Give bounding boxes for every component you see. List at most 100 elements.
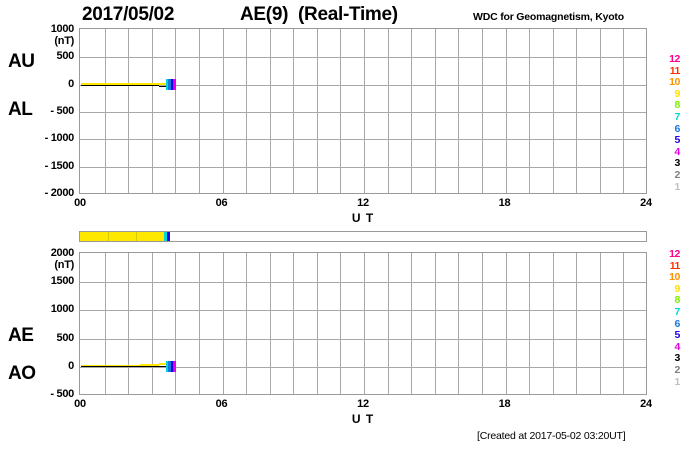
gridline-vertical bbox=[199, 29, 200, 193]
gridline-vertical bbox=[223, 29, 224, 193]
gridline-vertical bbox=[270, 253, 271, 394]
y-axis-tick-label: 500 bbox=[56, 50, 75, 63]
gridline-vertical bbox=[364, 29, 365, 193]
gridline-horizontal bbox=[80, 310, 646, 311]
legend-entry-10: 10 bbox=[669, 271, 680, 284]
coverage-segment bbox=[163, 232, 168, 241]
plot-area-ae-ao bbox=[79, 252, 647, 395]
gridline-vertical bbox=[482, 29, 483, 193]
data-trace-al bbox=[116, 84, 129, 86]
data-trace-al bbox=[158, 85, 166, 87]
gridline-vertical bbox=[105, 253, 106, 394]
legend-entry-10: 10 bbox=[669, 76, 680, 89]
data-trace-ao bbox=[81, 366, 93, 368]
legend-entry-5: 5 bbox=[674, 134, 681, 147]
gridline-horizontal bbox=[80, 139, 646, 140]
y-axis-ticks-top: 1000 (nT) 500 0 - 500 - 1000 - 1500 - 2000 bbox=[14, 23, 75, 199]
x-axis-tick-label: 12 bbox=[357, 197, 369, 209]
gridline-horizontal bbox=[80, 85, 646, 86]
y-axis-tick-label: 0 bbox=[68, 77, 74, 90]
data-trace-ae bbox=[128, 364, 140, 367]
data-trace-au bbox=[92, 83, 105, 86]
data-trace-ae bbox=[104, 364, 117, 367]
data-trace-ao bbox=[116, 366, 129, 368]
y-axis-tick-label: 1500 bbox=[50, 275, 75, 288]
data-end-marker bbox=[172, 78, 176, 90]
gridline-vertical bbox=[529, 29, 530, 193]
data-trace-al bbox=[92, 84, 105, 86]
data-trace-ao bbox=[151, 366, 159, 368]
created-timestamp: [Created at 2017-05-02 03:20UT] bbox=[477, 430, 626, 442]
legend-entry-12: 12 bbox=[669, 248, 680, 260]
x-axis-title: U T bbox=[351, 412, 375, 426]
series-label-al: AL bbox=[8, 99, 33, 120]
data-trace-ae bbox=[116, 364, 129, 367]
gridline-vertical bbox=[246, 253, 247, 394]
legend-entry-3: 3 bbox=[674, 157, 681, 170]
data-trace-au bbox=[104, 83, 117, 86]
legend-entry-11: 11 bbox=[669, 259, 681, 272]
gridline-vertical bbox=[623, 253, 624, 394]
legend-entry-11: 11 bbox=[669, 64, 681, 77]
data-end-marker bbox=[170, 78, 174, 90]
page-title-index: AE(9) bbox=[240, 4, 289, 25]
gridline-vertical bbox=[340, 29, 341, 193]
gridline-vertical bbox=[435, 29, 436, 193]
data-end-marker bbox=[172, 360, 176, 372]
data-trace-au bbox=[116, 83, 129, 86]
gridline-vertical bbox=[293, 253, 294, 394]
series-label-au: AU bbox=[8, 51, 35, 72]
legend-entry-2: 2 bbox=[674, 168, 681, 181]
gridline-vertical bbox=[458, 253, 459, 394]
gridline-horizontal bbox=[80, 167, 646, 168]
data-trace-ae bbox=[158, 363, 166, 366]
x-axis-title: U T bbox=[351, 211, 375, 225]
gridline-vertical bbox=[317, 29, 318, 193]
data-end-marker bbox=[168, 360, 172, 372]
y-axis-unit-label: (nT) bbox=[54, 259, 74, 271]
x-axis-tick-label: 00 bbox=[74, 398, 86, 410]
legend-entry-6: 6 bbox=[674, 317, 681, 330]
gridline-vertical bbox=[458, 29, 459, 193]
y-axis-tick-label: 2000 bbox=[50, 247, 75, 259]
page-title-mode: (Real-Time) bbox=[298, 4, 398, 25]
legend-entry-7: 7 bbox=[674, 110, 681, 123]
gridline-vertical bbox=[317, 253, 318, 394]
gridline-vertical bbox=[600, 29, 601, 193]
y-axis-tick-label: - 2000 bbox=[44, 187, 75, 199]
gridline-horizontal bbox=[80, 282, 646, 283]
legend-entry-3: 3 bbox=[674, 352, 681, 365]
legend-entry-9: 9 bbox=[674, 87, 681, 100]
gridline-vertical bbox=[506, 253, 507, 394]
y-axis-ticks-bottom: 2000 (nT) 1500 1000 500 0 - 500 bbox=[14, 247, 75, 400]
gridline-vertical bbox=[623, 29, 624, 193]
x-axis-tick-label: 12 bbox=[357, 398, 369, 410]
legend-entry-1: 1 bbox=[674, 180, 681, 193]
data-trace-al bbox=[139, 85, 152, 87]
legend-entry-4: 4 bbox=[674, 340, 681, 353]
data-trace-ae bbox=[92, 364, 105, 367]
y-axis-tick-label: 0 bbox=[68, 359, 74, 372]
gridline-vertical bbox=[388, 253, 389, 394]
legend-entry-9: 9 bbox=[674, 282, 681, 295]
x-axis-tick-label: 00 bbox=[74, 197, 86, 209]
gridline-vertical bbox=[270, 29, 271, 193]
y-axis-tick-label: 1000 bbox=[50, 23, 75, 35]
data-trace-au bbox=[158, 82, 166, 85]
data-end-marker bbox=[166, 360, 170, 372]
data-end-marker bbox=[166, 78, 170, 90]
station-count-legend-top: 12 11 10 9 8 7 6 5 4 3 2 1 bbox=[658, 53, 681, 193]
x-axis-tick-label: 18 bbox=[498, 197, 511, 209]
coverage-segment bbox=[169, 232, 646, 241]
x-axis-tick-label: 06 bbox=[215, 398, 228, 410]
legend-entry-6: 6 bbox=[674, 122, 681, 135]
gridline-vertical bbox=[175, 253, 176, 394]
gridline-vertical bbox=[199, 253, 200, 394]
data-coverage-bar bbox=[79, 231, 647, 242]
gridline-vertical bbox=[175, 29, 176, 193]
data-trace-au bbox=[128, 83, 140, 86]
gridline-vertical bbox=[364, 253, 365, 394]
y-axis-unit-label: (nT) bbox=[54, 35, 74, 47]
gridline-vertical bbox=[223, 253, 224, 394]
coverage-segment bbox=[167, 232, 170, 241]
